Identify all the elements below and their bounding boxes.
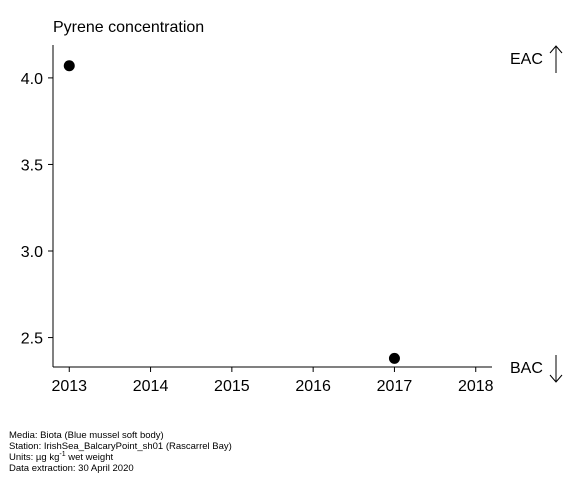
x-tick-label: 2018	[458, 378, 494, 395]
footer-media: Media: Biota (Blue mussel soft body)	[9, 430, 164, 441]
eac-label: EAC	[510, 51, 543, 68]
y-tick-label: 2.5	[21, 331, 43, 348]
arrow-up-icon	[549, 45, 563, 73]
x-tick-label: 2015	[214, 378, 250, 395]
footer-units-prefix: Units: µg kg	[9, 452, 60, 463]
footer-units-suffix: wet weight	[65, 452, 114, 463]
y-tick-label: 4.0	[21, 71, 43, 88]
x-tick-label: 2013	[51, 378, 87, 395]
footer-units: Units: µg kg-1 wet weight	[9, 450, 232, 463]
chart-title: Pyrene concentration	[53, 19, 205, 36]
data-point	[388, 352, 400, 364]
footer-station: Station: IrishSea_BalcaryPoint_sh01 (Ras…	[9, 441, 232, 452]
x-tick-label: 2017	[377, 378, 413, 395]
y-tick-label: 3.5	[21, 157, 43, 174]
x-tick-label: 2014	[133, 378, 169, 395]
bac-label: BAC	[510, 360, 543, 377]
footer-units-sup: -1	[59, 450, 66, 458]
data-point	[63, 60, 75, 72]
x-tick-label: 2016	[295, 378, 331, 395]
y-tick-label: 3.0	[21, 244, 43, 261]
arrow-down-icon	[549, 355, 563, 383]
footer-extraction: Data extraction: 30 April 2020	[9, 463, 134, 474]
chart-footer: Media: Biota (Blue mussel soft body) Sta…	[9, 430, 232, 474]
